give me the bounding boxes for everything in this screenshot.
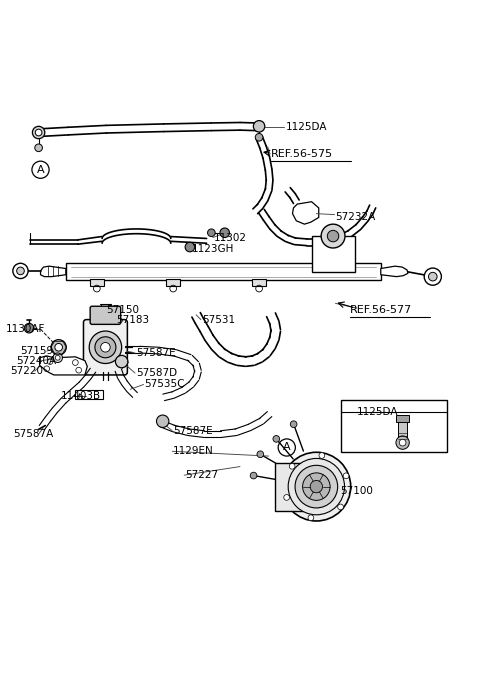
- Polygon shape: [381, 266, 408, 277]
- Bar: [90, 279, 104, 286]
- Text: A: A: [283, 443, 290, 453]
- Text: 57159: 57159: [21, 346, 54, 356]
- Circle shape: [116, 356, 128, 368]
- Text: 57232A: 57232A: [336, 212, 376, 222]
- Text: 57587E: 57587E: [173, 426, 213, 436]
- Circle shape: [255, 134, 263, 141]
- Circle shape: [253, 121, 265, 132]
- Bar: [275, 462, 302, 511]
- Text: 57227: 57227: [185, 470, 218, 480]
- Text: 11403B: 11403B: [61, 391, 101, 401]
- Circle shape: [327, 230, 339, 242]
- Text: 1130AF: 1130AF: [6, 324, 46, 334]
- Text: 1125DA: 1125DA: [357, 407, 398, 416]
- Circle shape: [396, 436, 409, 449]
- Text: 1129EN: 1129EN: [173, 447, 214, 456]
- Circle shape: [319, 453, 324, 458]
- Bar: [75, 390, 103, 399]
- Text: 1125DA: 1125DA: [285, 122, 327, 132]
- Text: REF.56-577: REF.56-577: [350, 305, 412, 315]
- Circle shape: [35, 144, 42, 151]
- Polygon shape: [40, 266, 66, 277]
- Bar: [66, 263, 381, 280]
- Polygon shape: [292, 201, 319, 224]
- Circle shape: [185, 242, 195, 252]
- Circle shape: [310, 480, 323, 493]
- Circle shape: [284, 495, 289, 500]
- Bar: [166, 279, 180, 286]
- Circle shape: [33, 126, 45, 139]
- Circle shape: [35, 129, 42, 136]
- Circle shape: [289, 464, 295, 469]
- Circle shape: [101, 342, 110, 352]
- FancyBboxPatch shape: [90, 306, 120, 325]
- Circle shape: [24, 323, 34, 333]
- Circle shape: [273, 436, 280, 443]
- Circle shape: [282, 452, 351, 521]
- Circle shape: [17, 267, 24, 275]
- Circle shape: [89, 331, 121, 364]
- Circle shape: [343, 473, 349, 479]
- Circle shape: [429, 273, 437, 281]
- Circle shape: [338, 504, 343, 510]
- Circle shape: [53, 353, 62, 362]
- Text: 57240A: 57240A: [16, 356, 56, 366]
- Bar: [252, 279, 266, 286]
- Circle shape: [290, 421, 297, 427]
- Text: 57587E: 57587E: [136, 348, 176, 358]
- Circle shape: [257, 451, 264, 458]
- Polygon shape: [39, 356, 87, 375]
- FancyBboxPatch shape: [84, 320, 127, 375]
- Text: 57587A: 57587A: [13, 429, 54, 439]
- Circle shape: [288, 458, 345, 515]
- Circle shape: [302, 473, 330, 500]
- Circle shape: [220, 228, 229, 238]
- Circle shape: [250, 472, 257, 479]
- Text: 57220: 57220: [10, 366, 43, 376]
- Text: 57150: 57150: [107, 305, 139, 315]
- Circle shape: [13, 263, 28, 279]
- Circle shape: [95, 337, 116, 358]
- Bar: [341, 400, 447, 452]
- Bar: [398, 422, 408, 440]
- Circle shape: [308, 515, 314, 521]
- Text: 57535C: 57535C: [144, 379, 185, 390]
- Text: 57100: 57100: [340, 486, 373, 497]
- Circle shape: [295, 465, 337, 508]
- Circle shape: [55, 356, 60, 360]
- Text: 57531: 57531: [202, 314, 235, 325]
- Text: 57183: 57183: [116, 314, 149, 325]
- Text: REF.56-575: REF.56-575: [271, 149, 333, 159]
- Bar: [312, 236, 355, 272]
- Bar: [396, 415, 409, 422]
- Circle shape: [207, 229, 215, 236]
- Circle shape: [321, 224, 345, 248]
- Text: 1123GH: 1123GH: [192, 245, 235, 254]
- Text: A: A: [36, 165, 44, 175]
- Circle shape: [156, 415, 169, 427]
- Circle shape: [51, 340, 66, 355]
- Text: 57587D: 57587D: [136, 368, 177, 378]
- Circle shape: [424, 268, 442, 285]
- Circle shape: [399, 439, 406, 446]
- Text: 11302: 11302: [214, 232, 247, 242]
- Circle shape: [55, 343, 62, 351]
